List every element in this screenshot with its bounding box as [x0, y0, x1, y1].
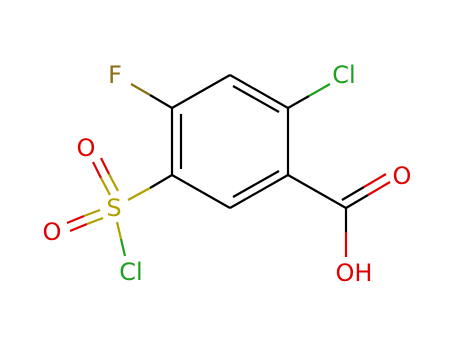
atom-label: OH [336, 259, 373, 287]
bond [171, 174, 231, 209]
atom-label: O [77, 134, 96, 162]
atom-label: Cl [119, 258, 142, 286]
bond [127, 187, 151, 201]
bond [115, 221, 123, 240]
bond [232, 170, 280, 198]
bond [149, 94, 173, 109]
bond [171, 74, 231, 109]
bond [119, 238, 127, 257]
bond [83, 208, 101, 218]
bond [69, 222, 88, 233]
bond [367, 181, 391, 196]
atom-labels: F Cl O OH S O O Cl [43, 61, 412, 287]
atom-label: O [393, 162, 412, 190]
bond [363, 173, 387, 188]
bond [287, 95, 310, 109]
bond [149, 174, 173, 189]
bond [287, 174, 347, 209]
bond [229, 74, 289, 109]
atom-label: F [108, 61, 122, 89]
bond [100, 177, 111, 196]
atom-label: S [106, 194, 121, 222]
bond [345, 194, 369, 209]
atom-label: Cl [332, 61, 355, 89]
bond [66, 214, 85, 225]
bond [341, 186, 365, 201]
bond [130, 83, 151, 96]
bond [229, 174, 289, 209]
bond [86, 216, 104, 226]
atom-label: O [43, 218, 62, 246]
bond [100, 157, 110, 175]
bond [108, 173, 119, 192]
bond [308, 83, 331, 97]
bond [232, 85, 280, 113]
bond [92, 161, 102, 179]
bonds [66, 74, 391, 257]
